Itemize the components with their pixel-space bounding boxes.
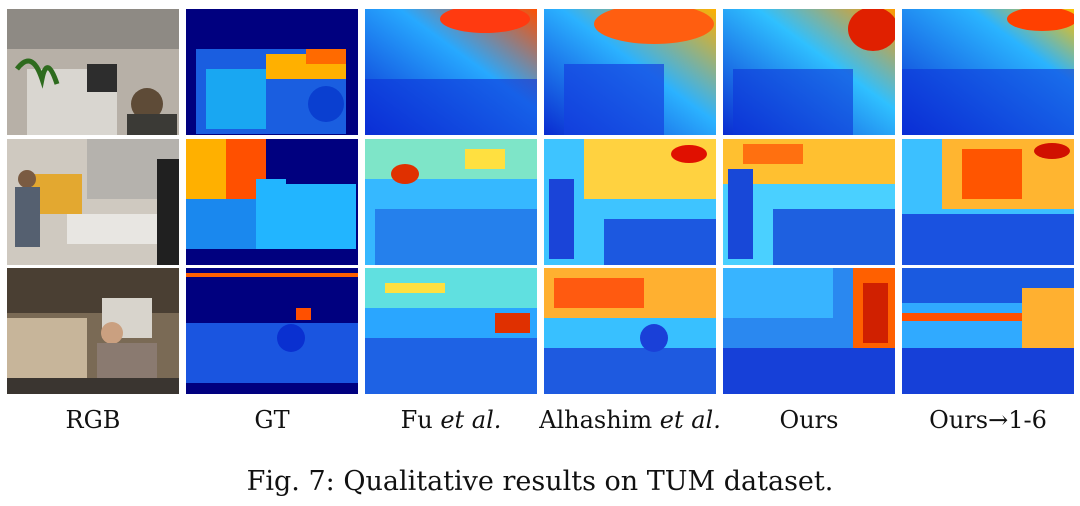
gt-row2 [186, 139, 358, 265]
gt-row1 [186, 9, 358, 135]
ours-row1 [723, 9, 895, 135]
rgb-row3 [7, 268, 179, 394]
ours-row3 [723, 268, 895, 394]
qualitative-results-grid [7, 9, 1074, 394]
ours16-row2 [902, 139, 1074, 265]
figure-caption: Fig. 7: Qualitative results on TUM datas… [246, 466, 834, 497]
fu-row1 [365, 9, 537, 135]
alhashim-row3 [544, 268, 716, 394]
fu-row3 [365, 268, 537, 394]
column-label-ours: Ours [779, 406, 839, 434]
column-label-ours-1-6: Ours→1-6 [929, 406, 1047, 434]
ours16-row3 [902, 268, 1074, 394]
ours-row2 [723, 139, 895, 265]
column-label-alhashim: Alhashim et al. [539, 406, 721, 434]
rgb-row1 [7, 9, 179, 135]
column-label-gt: GT [254, 406, 290, 434]
column-label-fu: Fu et al. [400, 406, 502, 434]
alhashim-row1 [544, 9, 716, 135]
rgb-row2 [7, 139, 179, 265]
fu-row2 [365, 139, 537, 265]
column-label-rgb: RGB [65, 406, 121, 434]
gt-row3 [186, 268, 358, 394]
ours16-row1 [902, 9, 1074, 135]
alhashim-row2 [544, 139, 716, 265]
